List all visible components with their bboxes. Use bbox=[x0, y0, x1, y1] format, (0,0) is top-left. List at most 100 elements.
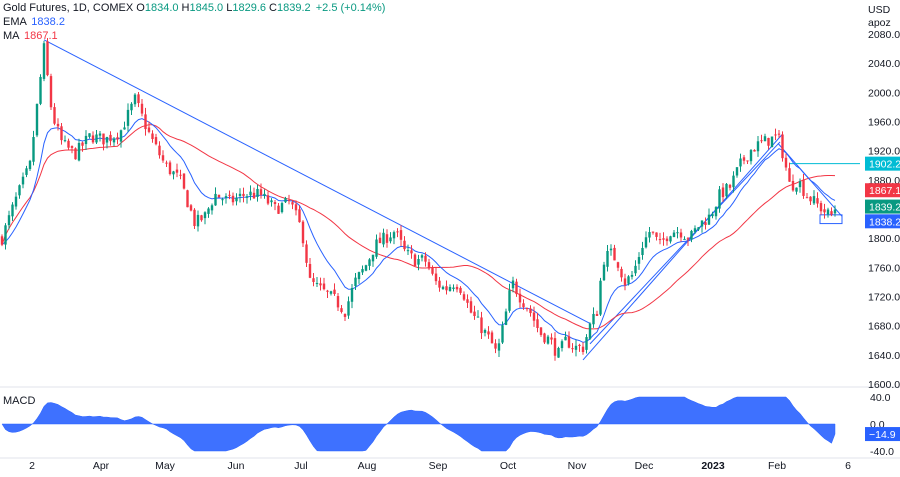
close-badge-text: 1839.2 bbox=[869, 202, 900, 214]
candle bbox=[49, 73, 53, 111]
candle bbox=[805, 193, 809, 199]
candle bbox=[312, 273, 315, 287]
time-axis: 2 Apr May Jun Jul Aug Sep Oct Nov Dec 2023 Feb 6 bbox=[29, 460, 851, 472]
candle bbox=[252, 187, 256, 199]
candle bbox=[490, 330, 494, 344]
candle bbox=[452, 284, 455, 292]
candle bbox=[270, 198, 273, 207]
candle bbox=[392, 230, 396, 245]
time-tick-label: Sep bbox=[429, 460, 448, 472]
candle bbox=[39, 74, 42, 106]
candle bbox=[18, 184, 21, 199]
candle bbox=[35, 103, 39, 138]
candle bbox=[53, 103, 56, 126]
candle bbox=[812, 190, 816, 205]
candle bbox=[378, 232, 382, 244]
candle bbox=[298, 205, 301, 223]
candle bbox=[91, 131, 95, 144]
time-tick-label: Oct bbox=[500, 460, 516, 472]
ohlc-values: O1834.0 H1845.0 L1829.6 C1839.2 bbox=[136, 2, 310, 14]
close-badge: 1839.2 bbox=[865, 199, 900, 214]
candle bbox=[431, 265, 434, 276]
resistance-badge: 1902.2 bbox=[865, 156, 900, 171]
candle bbox=[434, 267, 438, 285]
candle bbox=[172, 170, 175, 180]
candle bbox=[525, 307, 529, 312]
candle bbox=[704, 217, 707, 230]
candle bbox=[95, 129, 98, 144]
candle bbox=[228, 190, 231, 200]
time-tick-label: Jun bbox=[228, 460, 245, 472]
candle bbox=[126, 103, 130, 133]
candle bbox=[798, 178, 802, 193]
candle bbox=[620, 266, 623, 282]
ma-badge: 1867.1 bbox=[865, 183, 900, 198]
candle bbox=[497, 338, 501, 358]
price-tick-label: 2040.0 bbox=[868, 58, 900, 70]
candle bbox=[637, 252, 641, 270]
ma-legend[interactable]: MA 1867.1 bbox=[3, 30, 58, 43]
candle bbox=[322, 277, 326, 291]
candle bbox=[67, 138, 70, 151]
candle bbox=[179, 169, 182, 180]
macd-area bbox=[1, 396, 836, 452]
price-tick-label: 1920.0 bbox=[868, 146, 900, 158]
candle bbox=[291, 199, 294, 210]
candle bbox=[826, 207, 830, 218]
ema-badge-text: 1838.2 bbox=[869, 216, 900, 228]
candle bbox=[340, 305, 343, 314]
candle bbox=[56, 118, 60, 131]
candle bbox=[210, 203, 214, 215]
candle bbox=[21, 172, 25, 189]
candle bbox=[137, 92, 140, 108]
candle bbox=[445, 280, 448, 295]
macd-legend[interactable]: MACD bbox=[3, 395, 35, 408]
candle bbox=[144, 107, 147, 136]
candle bbox=[819, 200, 823, 215]
candle bbox=[305, 240, 308, 267]
ohlc-value-h: 1845.0 bbox=[189, 2, 224, 14]
ema-legend[interactable]: EMA 1838.2 bbox=[3, 16, 65, 29]
candle bbox=[186, 189, 189, 208]
grid bbox=[0, 386, 900, 459]
candle bbox=[553, 332, 557, 361]
price-tick-label: 2080.0 bbox=[868, 29, 900, 41]
currency-label: USD bbox=[868, 4, 891, 16]
candle bbox=[679, 228, 683, 242]
candle bbox=[385, 229, 389, 248]
macd-badge-text: −14.9 bbox=[869, 429, 896, 441]
candle bbox=[224, 193, 228, 204]
candle bbox=[357, 271, 361, 284]
candle bbox=[371, 254, 375, 267]
candle bbox=[550, 333, 553, 345]
time-tick-label: Nov bbox=[568, 460, 587, 472]
candle bbox=[795, 187, 798, 195]
ohlc-value-o: 1834.0 bbox=[144, 2, 179, 14]
change-value: +2.5 (+0.14%) bbox=[315, 2, 386, 14]
ema-badge: 1838.2 bbox=[865, 214, 900, 229]
price-tick-label: 1720.0 bbox=[868, 292, 900, 304]
candle bbox=[763, 133, 767, 142]
candle bbox=[585, 334, 588, 354]
ma-label: MA bbox=[3, 30, 19, 42]
candle bbox=[739, 153, 742, 172]
candle bbox=[728, 183, 732, 191]
candle bbox=[830, 207, 833, 217]
candle bbox=[46, 37, 49, 77]
candle bbox=[462, 291, 466, 301]
candle bbox=[711, 211, 714, 219]
candle bbox=[564, 331, 567, 341]
candle bbox=[182, 173, 186, 190]
ohlc-value-l: 1829.6 bbox=[232, 2, 266, 14]
candle bbox=[560, 339, 564, 352]
candle bbox=[109, 131, 112, 146]
candle bbox=[364, 264, 368, 272]
price-tick-label: 1960.0 bbox=[868, 117, 900, 129]
candle bbox=[203, 211, 207, 225]
candle bbox=[714, 206, 718, 220]
candle bbox=[427, 258, 431, 271]
candle bbox=[735, 167, 739, 178]
symbol-legend[interactable]: Gold Futures, 1D, COMEX O1834.0 H1845.0 … bbox=[3, 2, 385, 15]
